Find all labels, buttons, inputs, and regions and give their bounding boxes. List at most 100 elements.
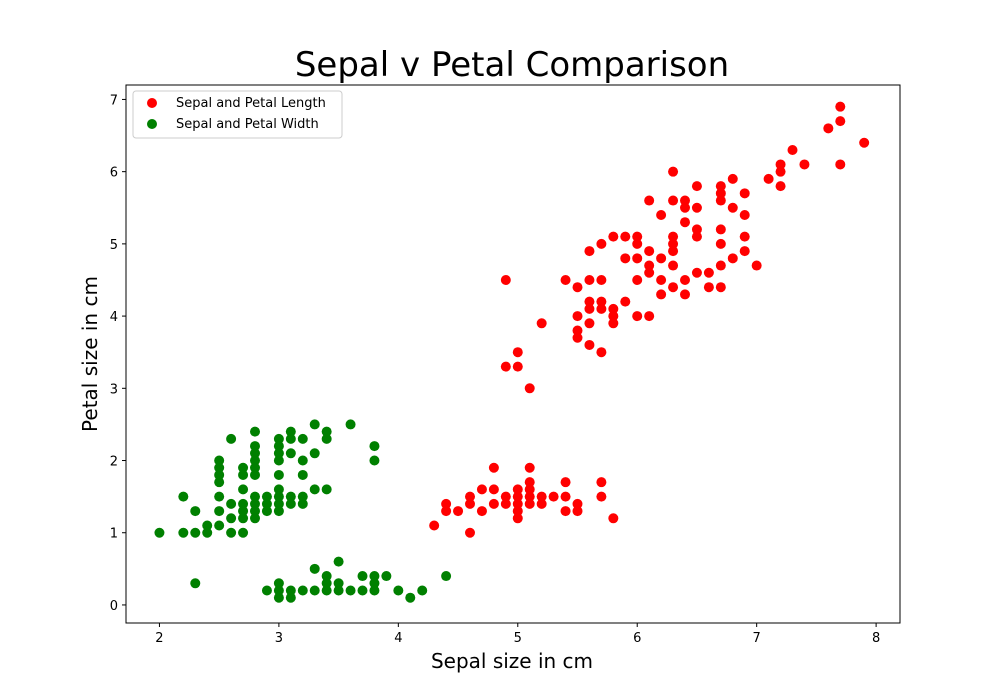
data-point-length xyxy=(596,347,607,358)
data-point-length xyxy=(596,303,607,314)
data-point-length xyxy=(835,159,846,170)
x-tick-label: 6 xyxy=(633,631,641,646)
y-axis-ticks: 0 1 2 3 4 5 6 7 xyxy=(110,93,126,614)
data-point-length xyxy=(715,181,726,192)
data-point-length xyxy=(668,195,679,206)
data-point-width xyxy=(309,585,320,596)
data-point-width xyxy=(297,469,308,480)
data-point-length xyxy=(429,520,440,531)
data-point-length xyxy=(715,260,726,271)
data-point-width xyxy=(321,571,332,582)
data-point-width xyxy=(214,506,225,517)
data-point-length xyxy=(775,181,786,192)
y-tick-label: 1 xyxy=(110,527,118,542)
data-point-length xyxy=(584,246,595,257)
data-point-width xyxy=(345,419,356,430)
data-point-length xyxy=(524,477,535,488)
x-tick-label: 7 xyxy=(753,631,761,646)
data-point-length xyxy=(656,253,667,264)
data-point-width xyxy=(441,571,452,582)
data-point-length xyxy=(668,231,679,242)
x-axis-ticks: 2 3 4 5 6 7 8 xyxy=(155,623,880,646)
axes-frame xyxy=(125,84,901,624)
data-point-width xyxy=(381,571,392,582)
data-point-width xyxy=(250,462,260,473)
data-point-length xyxy=(584,296,595,307)
data-point-length xyxy=(751,260,762,271)
y-axis-label: Petal size in cm xyxy=(78,276,102,432)
data-point-length xyxy=(608,318,619,329)
data-point-width xyxy=(273,491,284,502)
data-point-width xyxy=(214,469,225,480)
data-point-width xyxy=(273,484,284,495)
data-point-length xyxy=(560,477,571,488)
y-tick-label: 0 xyxy=(110,599,118,614)
data-point-width xyxy=(309,419,320,430)
data-point-width xyxy=(273,469,284,480)
data-point-length xyxy=(644,311,655,322)
data-point-length xyxy=(441,498,452,509)
x-tick-label: 4 xyxy=(394,631,402,646)
data-point-width xyxy=(273,498,284,509)
data-point-length xyxy=(488,462,499,473)
data-point-length xyxy=(680,195,690,206)
data-point-width xyxy=(250,491,260,502)
data-point-width xyxy=(273,455,284,466)
data-point-length xyxy=(644,246,655,257)
data-point-length xyxy=(512,347,523,358)
data-point-width xyxy=(321,578,332,589)
data-point-width xyxy=(226,513,237,524)
data-point-width xyxy=(285,448,296,459)
data-point-length xyxy=(715,282,726,293)
data-point-length xyxy=(656,274,667,285)
data-point-length xyxy=(512,506,523,517)
data-point-length xyxy=(739,188,750,199)
points-layer xyxy=(154,101,870,603)
data-point-width xyxy=(297,585,308,596)
data-point-length xyxy=(691,181,702,192)
legend-marker-width xyxy=(147,119,157,129)
data-point-width xyxy=(238,498,249,509)
y-tick-label: 4 xyxy=(110,310,118,325)
data-point-width xyxy=(273,585,284,596)
data-point-width xyxy=(261,498,272,509)
data-point-width xyxy=(214,520,225,531)
data-point-length xyxy=(668,166,679,177)
data-point-width xyxy=(285,433,296,444)
data-point-width xyxy=(238,513,249,524)
data-point-width xyxy=(285,426,296,437)
data-point-length xyxy=(596,274,607,285)
data-point-width xyxy=(250,455,260,466)
data-point-length xyxy=(727,253,738,264)
legend-label-width: Sepal and Petal Width xyxy=(176,117,319,132)
data-point-length xyxy=(536,498,547,509)
data-point-length xyxy=(775,166,786,177)
data-point-length xyxy=(632,231,643,242)
data-point-width xyxy=(226,498,237,509)
data-point-length xyxy=(680,289,690,300)
y-tick-label: 5 xyxy=(110,238,118,253)
data-point-width xyxy=(273,592,284,603)
data-point-length xyxy=(680,202,690,213)
data-point-length xyxy=(596,296,607,307)
data-point-width xyxy=(309,563,320,574)
data-point-width xyxy=(321,426,332,437)
data-point-length xyxy=(584,303,595,314)
data-point-length xyxy=(715,224,726,235)
data-point-length xyxy=(465,498,475,509)
data-point-length xyxy=(536,491,547,502)
data-point-width xyxy=(261,491,272,502)
data-point-length xyxy=(608,303,619,314)
data-point-width xyxy=(261,585,272,596)
data-point-width xyxy=(226,527,237,538)
data-point-width xyxy=(285,585,296,596)
data-point-length xyxy=(644,195,655,206)
data-point-length xyxy=(656,289,667,300)
data-point-length xyxy=(632,253,643,264)
data-point-length xyxy=(644,267,655,278)
x-tick-label: 3 xyxy=(275,631,283,646)
data-point-length xyxy=(668,282,679,293)
data-point-length xyxy=(859,137,870,148)
data-point-length xyxy=(512,498,523,509)
